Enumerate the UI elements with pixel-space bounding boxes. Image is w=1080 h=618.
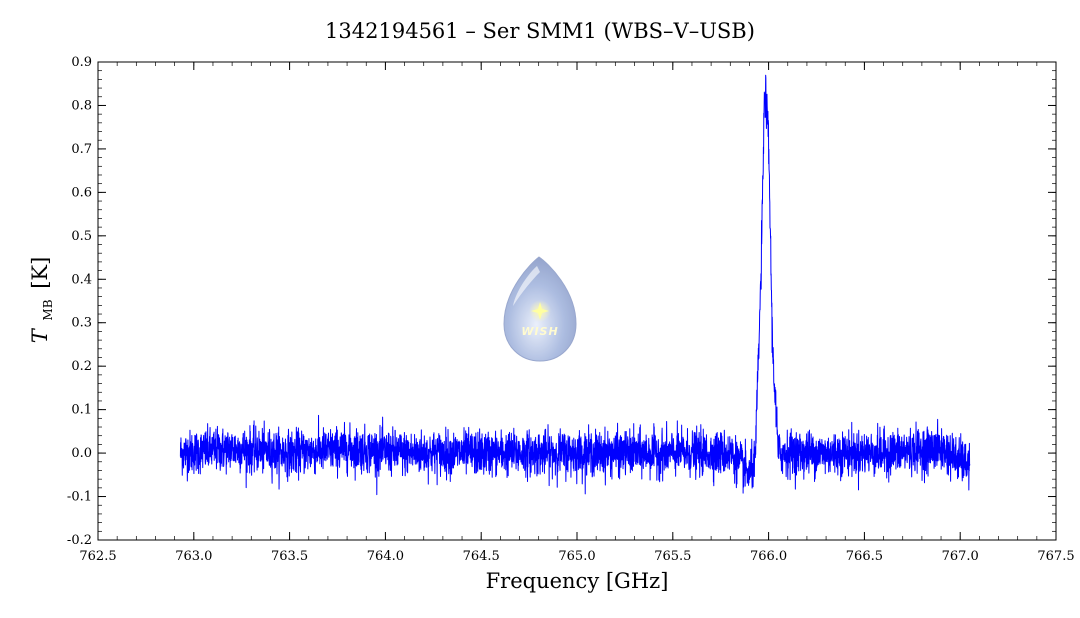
y-axis: -0.2 -0.1 0.0 0.1 0.2 0.3 0.4 0.5 0.6 0.7 0.8 0.9	[67, 55, 1056, 548]
y-tick-label: 0.7	[71, 142, 92, 157]
y-tick-label: 0.5	[71, 229, 92, 244]
x-tick-label: 762.5	[79, 549, 116, 564]
y-tick-label: 0.9	[71, 55, 92, 70]
y-tick-label: 0.6	[71, 185, 92, 200]
x-tick-label: 766.0	[750, 549, 787, 564]
wish-logo: WISH	[503, 256, 577, 362]
x-tick-label: 765.5	[654, 549, 691, 564]
x-tick-label: 765.0	[558, 549, 595, 564]
x-tick-label: 767.5	[1037, 549, 1074, 564]
x-tick-label: 767.0	[942, 549, 979, 564]
y-tick-label: 0.3	[71, 316, 92, 331]
y-axis-label-symbol: T	[28, 327, 52, 343]
logo-label: WISH	[521, 325, 558, 338]
y-tick-label: 0.2	[71, 359, 92, 374]
y-tick-label: 0.1	[71, 403, 92, 418]
x-tick-label: 764.0	[367, 549, 404, 564]
x-tick-label: 763.0	[175, 549, 212, 564]
y-tick-label: -0.2	[67, 533, 92, 548]
y-tick-label: 0.0	[71, 446, 92, 461]
x-axis: 762.5 763.0 763.5 764.0 764.5 765.0 765.5 766.0…	[79, 62, 1075, 564]
x-axis-label: Frequency [GHz]	[486, 569, 669, 593]
y-axis-label: T MB [K]	[28, 257, 57, 344]
y-axis-label-subscript: MB	[41, 299, 55, 320]
y-axis-label-unit: [K]	[28, 257, 52, 289]
x-tick-label: 766.5	[846, 549, 883, 564]
y-tick-label: 0.8	[71, 98, 92, 113]
y-tick-label: -0.1	[67, 490, 92, 505]
x-tick-label: 764.5	[463, 549, 500, 564]
spectrum-line	[179, 74, 971, 496]
chart-title: 1342194561 – Ser SMM1 (WBS–V–USB)	[325, 19, 755, 43]
x-tick-label: 763.5	[271, 549, 308, 564]
y-tick-label: 0.4	[71, 272, 92, 287]
